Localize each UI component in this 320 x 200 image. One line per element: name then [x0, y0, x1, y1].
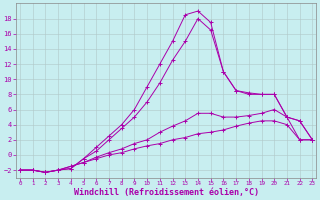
X-axis label: Windchill (Refroidissement éolien,°C): Windchill (Refroidissement éolien,°C) — [74, 188, 259, 197]
